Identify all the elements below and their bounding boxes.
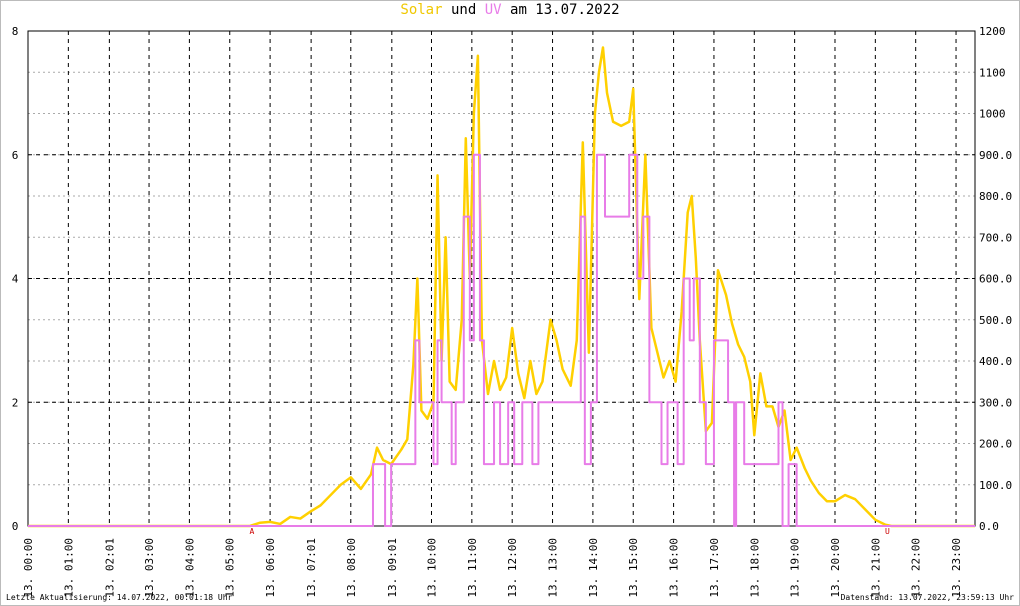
title-part: Solar: [400, 2, 442, 18]
annotation: U: [885, 527, 890, 536]
x-tick-label: 13. 10:00: [425, 538, 438, 598]
y2-tick-label: 1100: [979, 66, 1006, 79]
y-tick-label: 4: [12, 273, 19, 286]
x-tick-label: 13. 12:00: [506, 538, 519, 598]
chart-title: Solar und UV am 13.07.2022: [400, 2, 619, 18]
annotation: A: [250, 527, 255, 536]
y2-tick-label: 100.0: [979, 479, 1012, 492]
x-tick-label: 13. 01:00: [62, 538, 75, 598]
x-tick-label: 13. 08:00: [345, 538, 358, 598]
x-tick-label: 13. 00:00: [22, 538, 35, 598]
x-tick-label: 13. 09:01: [386, 538, 399, 598]
plot-border: [27, 30, 976, 527]
x-tick-label: 13. 07:01: [305, 538, 318, 598]
y2-tick-label: 0.0: [979, 520, 999, 533]
title-part: UV: [485, 2, 502, 18]
footer-right: Datenstand: 13.07.2022, 23:59:13 Uhr: [841, 593, 1015, 602]
y2-tick-label: 400.0: [979, 355, 1012, 368]
x-tick-label: 13. 17:00: [708, 538, 721, 598]
x-tick-label: 13. 03:00: [143, 538, 156, 598]
x-tick-label: 13. 23:00: [950, 538, 963, 598]
x-tick-label: 13. 18:00: [748, 538, 761, 598]
title-part: am 13.07.2022: [510, 2, 620, 18]
title-part: und: [451, 2, 476, 18]
y2-tick-label: 1000: [979, 108, 1006, 121]
x-tick-label: 13. 04:00: [183, 538, 196, 598]
y2-tick-label: 800.0: [979, 190, 1012, 203]
y2-tick-label: 200.0: [979, 438, 1012, 451]
x-tick-label: 13. 05:00: [224, 538, 237, 598]
x-tick-label: 13. 21:00: [869, 538, 882, 598]
y-tick-label: 8: [12, 25, 19, 38]
series-line: [28, 46, 975, 528]
y2-tick-label: 300.0: [979, 396, 1012, 409]
y2-tick-label: 500.0: [979, 314, 1012, 327]
x-tick-label: 13. 13:00: [547, 538, 560, 598]
x-tick-label: 13. 20:00: [829, 538, 842, 598]
y-tick-label: 2: [12, 396, 19, 409]
x-tick-label: 13. 15:00: [627, 538, 640, 598]
x-tick-label: 13. 02:01: [103, 538, 116, 598]
y2-tick-label: 600.0: [979, 273, 1012, 286]
x-tick-label: 13. 06:00: [264, 538, 277, 598]
footer-left: Letzte Aktualisierung: 14.07.2022, 00:01…: [6, 593, 233, 602]
y2-tick-label: 900.0: [979, 149, 1012, 162]
y-tick-label: 6: [12, 149, 19, 162]
x-tick-label: 13. 16:00: [668, 538, 681, 598]
x-tick-label: 13. 22:00: [910, 538, 923, 598]
y2-tick-label: 1200: [979, 25, 1006, 38]
series-line: [28, 153, 975, 527]
x-tick-label: 13. 11:00: [466, 538, 479, 598]
x-tick-label: 13. 19:00: [789, 538, 802, 598]
x-tick-label: 13. 14:00: [587, 538, 600, 598]
y-tick-label: 0: [12, 520, 19, 533]
y2-tick-label: 700.0: [979, 231, 1012, 244]
